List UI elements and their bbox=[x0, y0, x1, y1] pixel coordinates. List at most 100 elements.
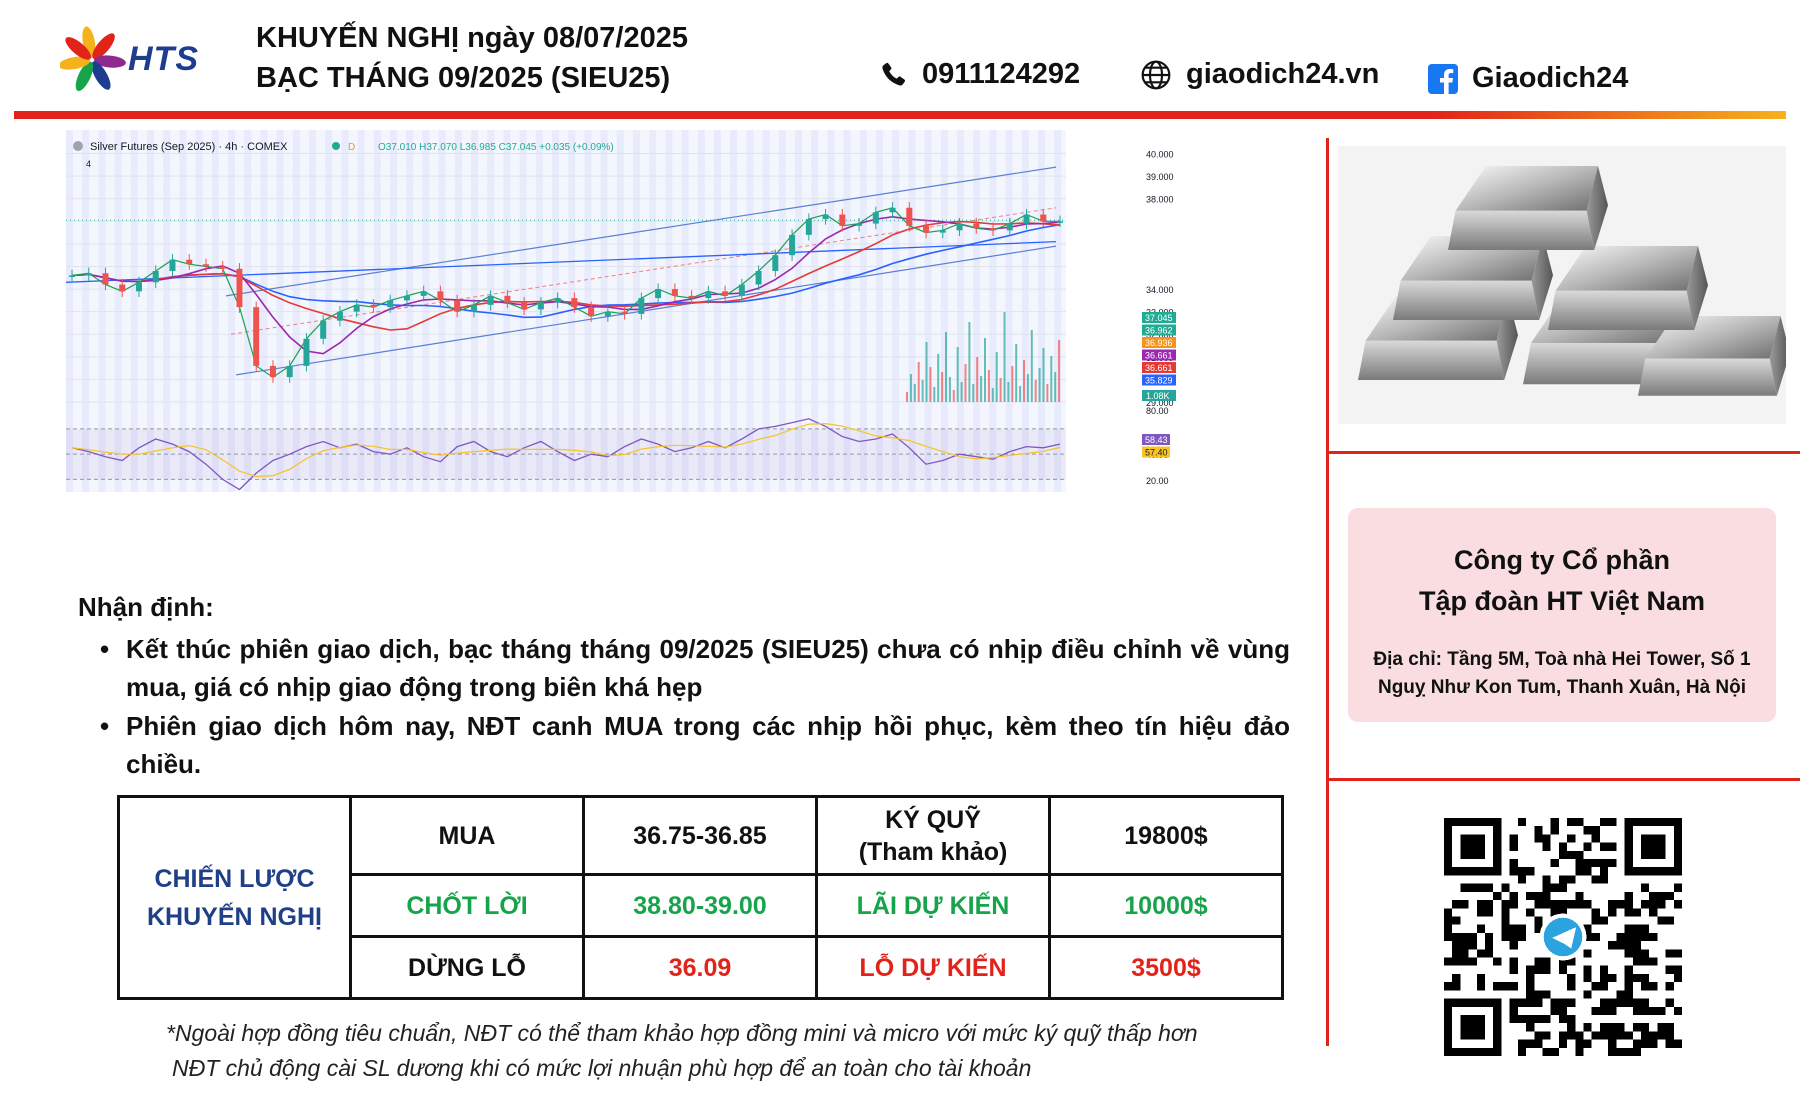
qr-module bbox=[1501, 900, 1510, 909]
qr-module bbox=[1558, 1006, 1568, 1015]
qr-module bbox=[1517, 1047, 1527, 1056]
candle-body bbox=[1040, 214, 1047, 222]
qr-module bbox=[1509, 891, 1518, 901]
margin-value: 19800$ bbox=[1048, 795, 1284, 876]
qr-module bbox=[1517, 1014, 1527, 1024]
globe-icon bbox=[1141, 60, 1171, 89]
silver-bar-front bbox=[1548, 290, 1695, 330]
qr-module bbox=[1624, 900, 1633, 909]
qr-module bbox=[1509, 842, 1518, 851]
vertical-divider bbox=[1326, 138, 1329, 1046]
volume-bar bbox=[984, 338, 986, 402]
qr-module bbox=[1550, 859, 1559, 868]
volume-bar bbox=[1030, 330, 1033, 402]
qr-module bbox=[1599, 818, 1609, 827]
candle-body bbox=[755, 271, 762, 285]
qr-module bbox=[1599, 875, 1609, 884]
volume-bar bbox=[917, 362, 920, 402]
qr-module bbox=[1575, 1031, 1584, 1040]
qr-module bbox=[1509, 1014, 1518, 1024]
qr-module bbox=[1509, 965, 1518, 974]
qr-module bbox=[1665, 965, 1674, 974]
chart-session-band bbox=[730, 130, 738, 492]
qr-module bbox=[1460, 900, 1469, 909]
price-label-text: 36.661 bbox=[1145, 363, 1173, 373]
company-name: Công ty Cổ phần Tập đoàn HT Việt Nam bbox=[1348, 540, 1776, 622]
price-label-badge bbox=[1142, 374, 1176, 386]
chart-session-band bbox=[422, 130, 430, 492]
volume-bar bbox=[987, 370, 990, 402]
qr-module bbox=[1534, 891, 1543, 901]
qr-module bbox=[1640, 998, 1650, 1007]
qr-module bbox=[1591, 875, 1600, 884]
chart-session-band bbox=[66, 130, 73, 492]
qr-module bbox=[1591, 982, 1600, 991]
contact-website[interactable]: giaodich24.vn bbox=[1140, 58, 1379, 91]
candle-body bbox=[856, 223, 863, 226]
qr-module bbox=[1583, 973, 1592, 983]
qr-module bbox=[1591, 1006, 1600, 1015]
qr-module bbox=[1608, 973, 1617, 983]
analysis-bullets: Kết thúc phiên giao dịch, bạc tháng thán… bbox=[100, 630, 1290, 784]
expected-profit-value: 10000$ bbox=[1048, 873, 1284, 938]
buy-label: MUA bbox=[349, 795, 585, 876]
candle-body bbox=[102, 273, 109, 285]
qr-module bbox=[1591, 826, 1600, 835]
candle-body bbox=[839, 214, 846, 226]
qr-module bbox=[1567, 850, 1576, 860]
qr-module bbox=[1558, 842, 1568, 851]
qr-module bbox=[1526, 990, 1535, 999]
chart-session-band bbox=[535, 130, 543, 492]
qr-module bbox=[1624, 982, 1633, 991]
volume-bar bbox=[929, 367, 932, 402]
qr-module bbox=[1624, 908, 1633, 917]
chart-session-band bbox=[519, 130, 527, 492]
qr-module bbox=[1493, 891, 1502, 901]
candle-body bbox=[738, 284, 745, 296]
qr-module bbox=[1665, 1031, 1674, 1040]
company-name-line2: Tập đoàn HT Việt Nam bbox=[1418, 586, 1706, 616]
qr-module bbox=[1558, 875, 1568, 884]
contact-phone[interactable]: 0911124292 bbox=[878, 58, 1080, 91]
silver-bar-top bbox=[1455, 166, 1598, 211]
chart-symbol-icon bbox=[73, 141, 83, 151]
qr-module bbox=[1616, 998, 1625, 1007]
chart-session-band bbox=[179, 130, 187, 492]
qr-module bbox=[1616, 990, 1625, 999]
candle-body bbox=[939, 230, 946, 233]
chart-session-band bbox=[973, 130, 981, 492]
qr-module bbox=[1649, 1031, 1658, 1040]
chart-session-band bbox=[1054, 130, 1062, 492]
qr-module bbox=[1558, 900, 1568, 909]
candle-body bbox=[722, 291, 729, 296]
volume-bar bbox=[921, 380, 924, 402]
contact-facebook[interactable]: Giaodich24 bbox=[1428, 62, 1628, 95]
qr-module bbox=[1485, 941, 1494, 950]
candle-body bbox=[69, 275, 75, 278]
side-divider-2 bbox=[1326, 778, 1800, 781]
candle-body bbox=[973, 223, 980, 229]
telegram-qr-code[interactable] bbox=[1444, 818, 1682, 1056]
candle-body bbox=[353, 304, 360, 312]
qr-module bbox=[1509, 998, 1518, 1007]
y-tick-label: 29.000 bbox=[1146, 398, 1174, 408]
chart-session-band bbox=[1005, 130, 1013, 492]
qr-module bbox=[1567, 834, 1576, 843]
chart-session-band bbox=[924, 130, 932, 492]
candle-body bbox=[705, 291, 712, 299]
candle-body bbox=[889, 207, 896, 213]
qr-module bbox=[1624, 949, 1633, 958]
company-address-line1: Địa chỉ: Tầng 5M, Toà nhà Hei Tower, Số … bbox=[1373, 649, 1751, 670]
qr-module bbox=[1526, 973, 1535, 983]
silver-bars-image bbox=[1338, 146, 1786, 424]
qr-module bbox=[1624, 973, 1633, 983]
chart-session-band bbox=[665, 130, 673, 492]
qr-module bbox=[1550, 1006, 1559, 1015]
qr-module bbox=[1550, 818, 1559, 827]
silver-bar-side bbox=[1586, 166, 1608, 250]
qr-module bbox=[1673, 1039, 1682, 1048]
qr-module bbox=[1657, 891, 1666, 901]
qr-module bbox=[1493, 982, 1502, 991]
qr-module bbox=[1558, 1039, 1568, 1048]
qr-module bbox=[1608, 1031, 1617, 1040]
